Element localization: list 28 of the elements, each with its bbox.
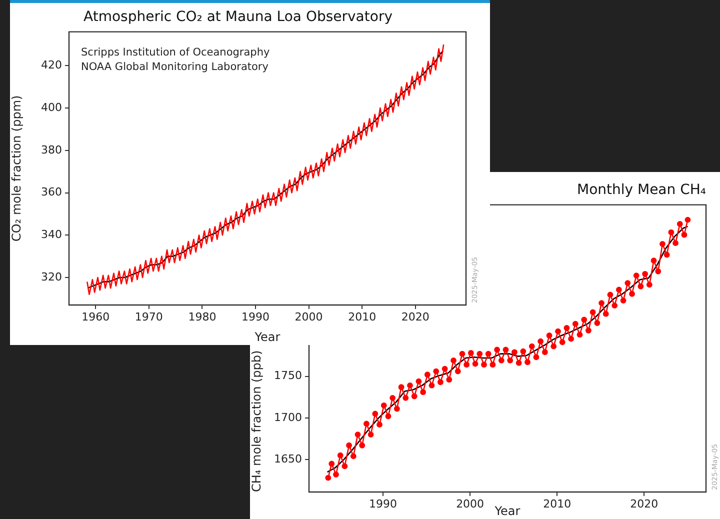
y-tick-label: 380 [41,143,62,156]
annotation: NOAA Global Monitoring Laboratory [81,61,268,74]
x-tick-label: 1960 [82,310,110,324]
y-tick-label: 1650 [274,452,302,466]
x-tick-label: 1990 [369,497,397,510]
x-tick-label: 2010 [543,497,572,510]
chart-title: Atmospheric CO₂ at Mauna Loa Observatory [84,9,392,26]
x-tick-label: 1980 [188,310,216,324]
annotation: Scripps Institution of Oceanography [81,46,270,59]
x-tick-label: 2020 [630,497,658,510]
y-axis-title: CH₄ mole fraction (ppb) [249,350,264,492]
y-tick-label: 320 [41,270,62,284]
x-axis-title: Year [494,504,520,518]
y-tick-label: 1700 [274,410,302,424]
x-tick-label: 2000 [294,310,323,324]
y-axis-title: CO₂ mole fraction (ppm) [9,95,24,242]
x-tick-label: 2000 [456,497,484,510]
x-axis-title: Year [254,330,280,344]
x-tick-label: 2010 [348,310,376,324]
y-tick-label: 400 [41,100,62,114]
chart-title: Monthly Mean CH₄ [576,182,706,198]
x-tick-label: 2020 [401,310,430,324]
y-tick-label: 420 [41,58,62,72]
y-tick-label: 1750 [274,369,302,382]
y-tick-label: 360 [41,186,62,199]
x-tick-label: 1970 [134,310,163,324]
y-tick-label: 340 [41,228,62,241]
x-tick-label: 1990 [242,310,270,324]
